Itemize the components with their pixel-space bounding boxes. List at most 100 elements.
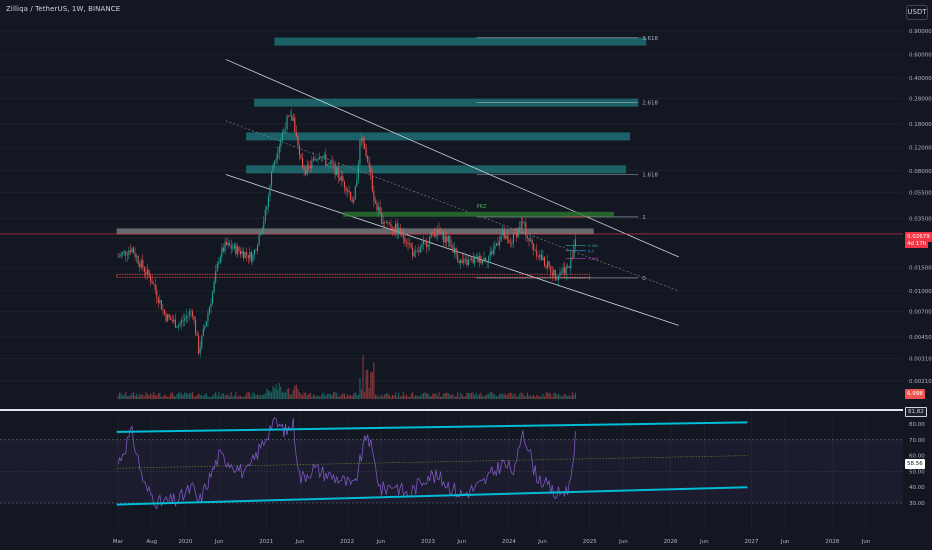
time-tick-label: 2020 xyxy=(178,539,192,545)
rsi-line xyxy=(117,417,576,510)
volume-bar xyxy=(233,395,235,399)
volume-bar xyxy=(278,383,280,399)
volume-bar xyxy=(174,396,176,399)
time-tick-label: Jun xyxy=(456,539,466,545)
candle-body xyxy=(258,234,260,246)
candle-body xyxy=(533,243,535,250)
candle-body xyxy=(551,272,553,276)
candle-body xyxy=(498,241,501,246)
candle-body xyxy=(233,244,235,249)
candle-body xyxy=(207,313,209,322)
volume-bar xyxy=(360,389,363,399)
candle-body xyxy=(188,311,190,316)
volume-bar xyxy=(430,396,432,399)
candle-body xyxy=(216,263,218,272)
volume-bar xyxy=(409,396,411,399)
candle-body xyxy=(253,250,256,256)
volume-bar xyxy=(376,394,378,399)
candle-body xyxy=(252,255,254,262)
volume-bar xyxy=(475,392,477,399)
candle-body xyxy=(404,237,406,243)
volume-bar xyxy=(319,396,321,399)
volume-bar xyxy=(553,393,555,399)
candle-body xyxy=(165,314,167,321)
volume-bar xyxy=(250,396,252,399)
candle-body xyxy=(336,167,338,175)
candle-body xyxy=(427,244,429,248)
time-tick-label: Jun xyxy=(861,539,871,545)
volume-bar xyxy=(433,393,435,399)
volume-bar xyxy=(511,393,513,399)
volume-bar xyxy=(567,396,569,399)
candle-body xyxy=(469,259,471,261)
volume-bar xyxy=(543,396,546,399)
candle-body xyxy=(512,232,515,243)
volume-bar xyxy=(464,396,466,399)
candle-body xyxy=(364,143,366,149)
candle-body xyxy=(525,222,527,236)
candle-body xyxy=(543,256,546,266)
candle-body xyxy=(536,250,538,257)
volume-bar xyxy=(264,393,266,399)
volume-bar xyxy=(239,395,242,399)
candle-body xyxy=(452,245,454,253)
candle-body xyxy=(274,160,276,165)
candle-body xyxy=(385,222,387,224)
candle-body xyxy=(170,317,172,320)
candle-body xyxy=(390,223,392,228)
candle-body xyxy=(278,146,280,154)
fib-box xyxy=(246,132,631,141)
volume-bar xyxy=(305,392,307,399)
volume-bar xyxy=(452,394,454,399)
last-price-tag: 0.02679 xyxy=(905,232,932,242)
volume-bar xyxy=(226,395,228,399)
candle-body xyxy=(194,319,197,335)
volume-bar xyxy=(365,369,367,399)
volume-bar xyxy=(120,393,122,399)
price-candles xyxy=(117,108,577,358)
candle-body xyxy=(315,159,318,161)
volume-bar xyxy=(421,394,423,399)
volume-bar xyxy=(165,395,167,399)
candle-body xyxy=(275,158,277,161)
candle-body xyxy=(511,242,513,244)
candle-body xyxy=(125,251,127,256)
volume-bar xyxy=(221,393,223,399)
candle-body xyxy=(474,257,476,264)
volume-bar xyxy=(317,395,319,399)
candle-body xyxy=(201,335,203,348)
volume-bar xyxy=(458,396,460,399)
volume-bar xyxy=(263,394,265,399)
candle-body xyxy=(193,316,195,320)
candle-body xyxy=(187,315,189,317)
candle-body xyxy=(429,236,431,245)
volume-bar xyxy=(559,395,561,399)
volume-bar xyxy=(159,392,161,399)
volume-bar xyxy=(348,395,350,399)
candle-body xyxy=(120,253,122,257)
volume-bar xyxy=(249,392,251,399)
candle-body xyxy=(300,154,302,159)
volume-bar xyxy=(301,395,304,399)
volume-bar xyxy=(219,396,221,399)
volume-bar xyxy=(280,386,282,399)
volume-bar xyxy=(145,392,147,399)
candle-body xyxy=(154,284,156,291)
candle-body xyxy=(379,206,381,213)
volume-bar xyxy=(342,393,344,399)
candle-body xyxy=(371,174,373,191)
volume-bar xyxy=(119,392,121,399)
candle-body xyxy=(562,267,564,273)
volume-bar xyxy=(257,394,259,399)
candle-body xyxy=(360,137,363,141)
volume-bar xyxy=(463,396,465,399)
candle-body xyxy=(351,199,353,203)
candle-body xyxy=(226,241,228,246)
price-tick-label: 0.00700 xyxy=(909,309,932,315)
candle-body xyxy=(328,163,330,165)
candle-body xyxy=(346,190,349,192)
currency-button[interactable]: USDT xyxy=(906,5,928,20)
volume-bar xyxy=(466,392,468,399)
candle-body xyxy=(539,254,541,257)
